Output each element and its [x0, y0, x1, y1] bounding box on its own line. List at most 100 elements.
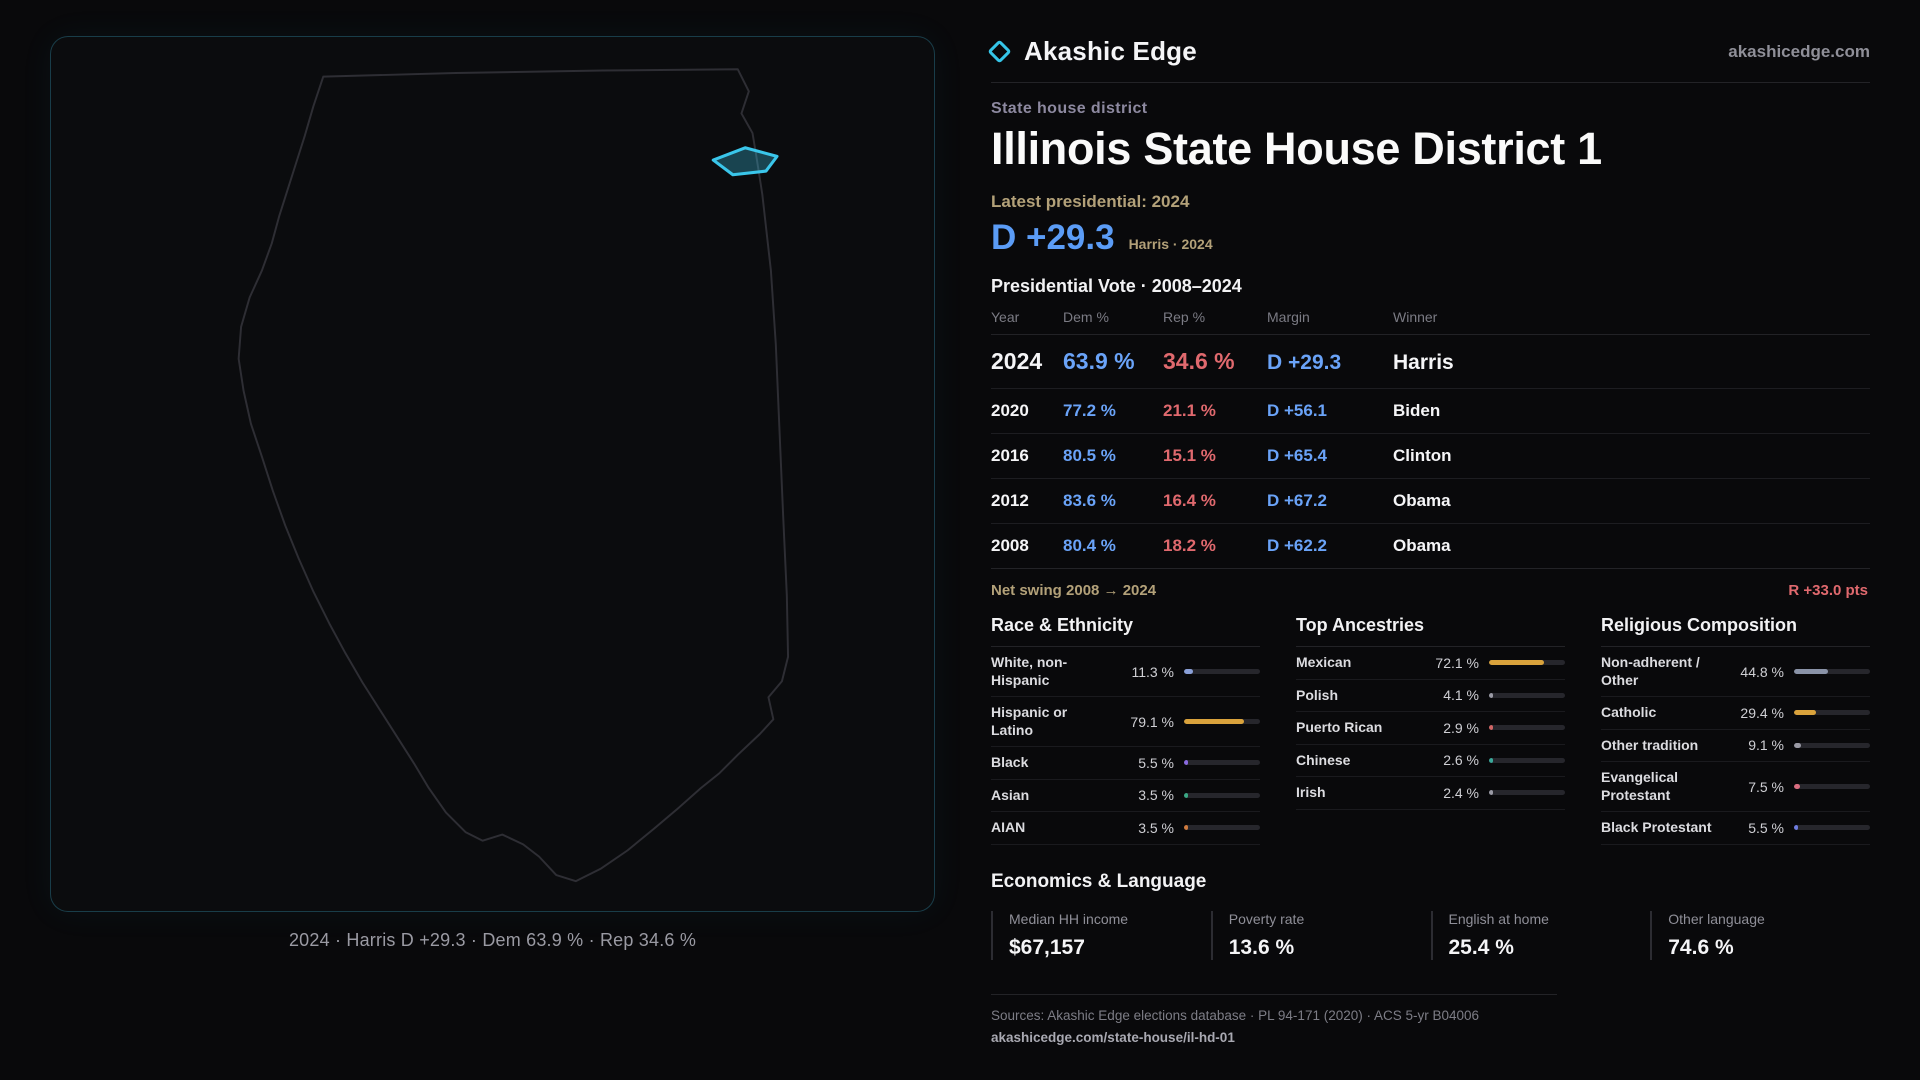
swing-value: R +33.0 pts: [1788, 582, 1868, 599]
vote-col-winner: Winner: [1393, 309, 1438, 325]
rep-pct: 18.2 %: [1163, 536, 1216, 555]
margin-value: D +67.2: [1267, 491, 1328, 510]
winner-name: Obama: [1393, 491, 1451, 510]
bar-fill: [1794, 710, 1817, 716]
stat-other-language: Other language 74.6 %: [1650, 910, 1870, 960]
vote-table-head: Year Dem % Rep % Margin Winner: [991, 309, 1870, 335]
dem-pct: 83.6 %: [1063, 491, 1116, 510]
stat-label: English at home: [1448, 910, 1549, 927]
demo-label: Chinese: [1296, 751, 1351, 768]
demo-label: Hispanic or Latino: [991, 704, 1068, 738]
demo-value: 72.1 %: [1435, 654, 1479, 671]
margin-value: D +62.2: [1267, 536, 1328, 555]
bar-track: [1794, 742, 1870, 748]
margin-headline: D +29.3: [991, 218, 1115, 257]
demo-label: Evangelical Protestant: [1601, 769, 1679, 803]
vote-row-2020: 2020 77.2 % 21.1 % D +56.1 Biden: [991, 389, 1870, 434]
stat-value: 25.4 %: [1448, 935, 1514, 959]
demo-label: Irish: [1296, 784, 1326, 800]
demo-row-puerto-rican: Puerto Rican 2.9 %: [1296, 712, 1565, 745]
winner-name: Harris: [1393, 351, 1454, 374]
content-column: Akashic Edge akashicedge.com State house…: [987, 36, 1870, 1080]
bar-fill: [1794, 742, 1801, 748]
bar-track: [1794, 669, 1870, 674]
margin-value: D +65.4: [1267, 446, 1328, 465]
swing-label: Net swing 2008 → 2024: [991, 582, 1157, 599]
footer: Sources: Akashic Edge elections database…: [991, 993, 1557, 1045]
bar-track: [1489, 692, 1565, 698]
bar-fill: [1489, 660, 1544, 666]
stat-label: Other language: [1668, 910, 1765, 927]
bar-track: [1489, 790, 1565, 796]
dem-pct: 77.2 %: [1063, 401, 1116, 420]
demo-label: Puerto Rican: [1296, 719, 1383, 735]
demo-label: Other tradition: [1601, 736, 1699, 753]
vote-row-2008: 2008 80.4 % 18.2 % D +62.2 Obama: [991, 524, 1870, 568]
bar-track: [1794, 710, 1870, 716]
bar-fill: [1489, 757, 1493, 763]
dem-pct: 80.5 %: [1063, 446, 1116, 465]
winner-name: Biden: [1393, 401, 1441, 420]
vote-col-dem: Dem %: [1063, 309, 1109, 325]
rep-pct: 16.4 %: [1163, 491, 1216, 510]
stat-value: $67,157: [1009, 935, 1085, 959]
econ-stats: Median HH income $67,157 Poverty rate 13.6 …: [991, 910, 1870, 960]
footer-permalink[interactable]: akashicedge.com/state-house/il-hd-01: [991, 1029, 1235, 1045]
vote-year: 2016: [991, 446, 1029, 465]
bar-track: [1794, 825, 1870, 831]
rep-pct: 34.6 %: [1163, 348, 1235, 374]
demo-row-chinese: Chinese 2.6 %: [1296, 745, 1565, 777]
state-map: [237, 68, 790, 883]
kicker: State house district: [991, 100, 1148, 117]
demo-value: 7.5 %: [1748, 778, 1784, 795]
demo-value: 2.9 %: [1443, 719, 1479, 736]
demographics-grid: Race & Ethnicity White, non-Hispanic 11.3 …: [991, 615, 1870, 845]
bar-fill: [1794, 784, 1800, 789]
vote-year: 2012: [991, 491, 1029, 510]
panel-race-ethnicity: Race & Ethnicity White, non-Hispanic 11.3 …: [991, 615, 1260, 845]
latest-presidential-label: Latest presidential: 2024: [991, 192, 1190, 211]
demo-value: 3.5 %: [1138, 787, 1174, 804]
demo-value: 11.3 %: [1131, 663, 1174, 680]
bar-track: [1489, 757, 1565, 763]
demo-label: AIAN: [991, 819, 1026, 835]
bar-fill: [1184, 825, 1188, 831]
panel-top-ancestries: Top Ancestries Mexican 72.1 % Polish 4.1 % Pu…: [1296, 615, 1565, 845]
map-caption: 2024 · Harris D +29.3 · Dem 63.9 % · Rep…: [288, 930, 697, 950]
winner-name: Clinton: [1393, 446, 1452, 465]
vote-table-title: Presidential Vote · 2008–2024: [991, 276, 1242, 296]
diamond-logo-icon: [987, 39, 1012, 64]
demo-value: 3.5 %: [1138, 819, 1174, 836]
dem-pct: 80.4 %: [1063, 536, 1116, 555]
demo-label: Polish: [1296, 686, 1339, 703]
vote-row-2024: 2024 63.9 % 34.6 % D +29.3 Harris: [991, 335, 1870, 389]
bar-track: [1489, 660, 1565, 666]
bar-fill: [1184, 669, 1193, 674]
bar-fill: [1489, 692, 1493, 698]
demo-value: 9.1 %: [1748, 737, 1784, 754]
demo-row-polish: Polish 4.1 %: [1296, 680, 1565, 712]
footer-sources: Sources: Akashic Edge elections database…: [991, 1007, 1480, 1023]
demo-label: White, non-Hispanic: [991, 654, 1068, 688]
demo-value: 29.4 %: [1740, 704, 1784, 721]
bar-track: [1184, 760, 1260, 766]
panel-title: Religious Composition: [1601, 615, 1870, 647]
brand-header: Akashic Edge akashicedge.com: [987, 36, 1870, 83]
vote-year: 2024: [991, 348, 1043, 374]
stat-label: Median HH income: [1009, 910, 1129, 927]
demo-label: Asian: [991, 786, 1030, 803]
bar-fill: [1794, 669, 1829, 674]
map-column: 2024 · Harris D +29.3 · Dem 63.9 % · Rep…: [50, 36, 935, 1080]
margin-value: D +29.3: [1267, 351, 1342, 374]
demo-row-catholic: Catholic 29.4 %: [1601, 697, 1870, 730]
vote-year: 2020: [991, 401, 1029, 420]
brand-site-link[interactable]: akashicedge.com: [1728, 41, 1870, 61]
stat-poverty-rate: Poverty rate 13.6 %: [1210, 910, 1431, 960]
demo-value: 44.8 %: [1740, 663, 1784, 680]
demo-value: 2.6 %: [1443, 752, 1479, 769]
brand-name: Akashic Edge: [1024, 36, 1197, 66]
bar-track: [1184, 719, 1260, 724]
bar-fill: [1184, 719, 1245, 724]
district-highlight[interactable]: [711, 146, 779, 177]
